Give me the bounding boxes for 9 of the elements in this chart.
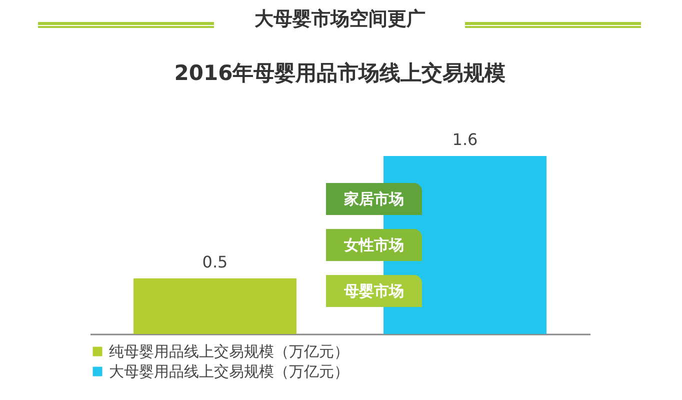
annotation: 家居市场	[326, 183, 422, 215]
legend-label: 大母婴用品线上交易规模（万亿元）	[109, 362, 349, 380]
data-label: 0.5	[202, 252, 228, 272]
chart-title: 大母婴市场空间更广	[254, 8, 426, 30]
annotation: 母婴市场	[326, 275, 422, 307]
legend-label: 纯母婴用品线上交易规模（万亿元）	[109, 342, 349, 360]
data-label: 1.6	[452, 130, 478, 149]
annotation: 女性市场	[326, 229, 422, 261]
chart-subtitle: 2016年母婴用品市场线上交易规模	[174, 61, 506, 85]
